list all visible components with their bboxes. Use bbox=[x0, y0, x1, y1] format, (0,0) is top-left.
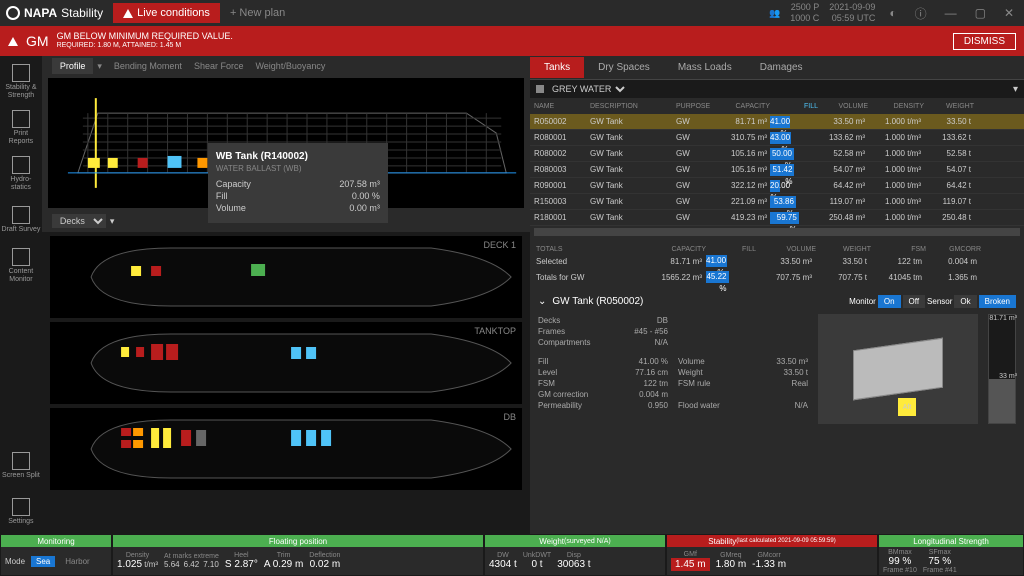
monitoring-panel: Monitoring bbox=[1, 535, 111, 547]
tank-row[interactable]: R080002GW TankGW105.16 m³50.00 %52.58 m³… bbox=[530, 146, 1024, 162]
tank-row[interactable]: R050002GW TankGW81.71 m³41.00 %33.50 m³1… bbox=[530, 114, 1024, 130]
tank-filter[interactable]: GREY WATER bbox=[548, 83, 628, 95]
pax-count: 2500 P1000 C bbox=[790, 2, 819, 24]
totals-row: Totals for GW1565.22 m³45.22 %707.75 m³7… bbox=[530, 269, 1024, 285]
close-icon[interactable]: ✕ bbox=[1000, 6, 1018, 20]
dismiss-button[interactable]: DISMISS bbox=[953, 33, 1016, 50]
new-plan-button[interactable]: + New plan bbox=[230, 7, 285, 19]
rtab-dry-spaces[interactable]: Dry Spaces bbox=[584, 57, 664, 78]
ltab-weight-buoyancy[interactable]: Weight/Buoyancy bbox=[255, 61, 325, 71]
tank-tooltip: WB Tank (R140002) WATER BALLAST (WB) Cap… bbox=[208, 143, 388, 223]
rtab-damages[interactable]: Damages bbox=[746, 57, 817, 78]
scrollbar[interactable] bbox=[534, 228, 1020, 236]
stability-panel: Stability (last calculated 2021-09-09 05… bbox=[667, 535, 877, 547]
aft-indicator: Aft bbox=[898, 398, 916, 416]
tank-row[interactable]: R090001GW TankGW322.12 m³20.00 %64.42 m³… bbox=[530, 178, 1024, 194]
deck-view[interactable]: TANKTOP bbox=[50, 322, 522, 404]
tank-row[interactable]: R180001GW TankGW419.23 m³59.75 %250.48 m… bbox=[530, 210, 1024, 226]
tank-row[interactable]: R080001GW TankGW310.75 m³43.00 %133.62 m… bbox=[530, 130, 1024, 146]
chevron-down-icon[interactable]: ⌄ bbox=[538, 296, 546, 307]
totals-row: Selected81.71 m³41.00 %33.50 m³33.50 t12… bbox=[530, 253, 1024, 269]
ltab-bending-moment[interactable]: Bending Moment bbox=[114, 61, 182, 71]
monitor-off[interactable]: Off bbox=[903, 295, 926, 308]
info-icon[interactable]: ⓘ bbox=[911, 5, 931, 22]
tank-3d-view[interactable]: Aft bbox=[818, 314, 978, 424]
sensor-broken[interactable]: Broken bbox=[979, 295, 1016, 308]
mode-harbor[interactable]: Harbor bbox=[61, 556, 93, 567]
detail-title: GW Tank (R050002) bbox=[552, 296, 643, 307]
ltab-profile[interactable]: Profile bbox=[52, 58, 94, 74]
ship-profile-view[interactable]: WB Tank (R140002) WATER BALLAST (WB) Cap… bbox=[48, 78, 524, 208]
sidebar-hydro-statics[interactable]: Hydro-statics bbox=[1, 152, 41, 196]
monitor-on[interactable]: On bbox=[878, 295, 901, 308]
maximize-icon[interactable]: ▢ bbox=[971, 6, 990, 20]
app-logo: NAPA Stability bbox=[6, 6, 103, 20]
mode-sea[interactable]: Sea bbox=[31, 556, 55, 567]
minimize-icon[interactable]: — bbox=[941, 6, 961, 20]
gm-alert: GM GM BELOW MINIMUM REQUIRED VALUE.REQUI… bbox=[0, 26, 1024, 56]
floating-panel: Floating position bbox=[113, 535, 483, 547]
sidebar-draft-survey[interactable]: Draft Survey bbox=[1, 198, 41, 242]
fill-gauge: 81.71 m³ 33 m³ bbox=[988, 314, 1016, 424]
sidebar-print-reports[interactable]: Print Reports bbox=[1, 106, 41, 150]
tank-row[interactable]: R080003GW TankGW105.16 m³51.42 %54.07 m³… bbox=[530, 162, 1024, 178]
deck-view[interactable]: DECK 1 bbox=[50, 236, 522, 318]
live-conditions-badge[interactable]: Live conditions bbox=[113, 3, 220, 23]
theme-icon[interactable]: ◐ bbox=[885, 6, 900, 20]
sidebar-content-monitor[interactable]: Content Monitor bbox=[1, 244, 41, 288]
rtab-tanks[interactable]: Tanks bbox=[530, 57, 584, 78]
datetime: 2021-09-0905:59 UTC bbox=[829, 2, 875, 24]
sidebar-stability-strength[interactable]: Stability & Strength bbox=[1, 60, 41, 104]
decks-select[interactable]: Decks bbox=[52, 214, 106, 228]
tank-row[interactable]: R150003GW TankGW221.09 m³53.86 %119.07 m… bbox=[530, 194, 1024, 210]
weight-panel: Weight (surveyed N/A) bbox=[485, 535, 665, 547]
ltab-shear-force[interactable]: Shear Force bbox=[194, 61, 244, 71]
sidebar-screen-split[interactable]: Screen Split bbox=[1, 444, 41, 488]
deck-view[interactable]: DB bbox=[50, 408, 522, 490]
rtab-mass-loads[interactable]: Mass Loads bbox=[664, 57, 746, 78]
sidebar-settings[interactable]: Settings bbox=[1, 490, 41, 534]
sensor-ok[interactable]: Ok bbox=[954, 295, 976, 308]
person-icon: 👥 bbox=[769, 8, 780, 19]
longitudinal-panel: Longitudinal Strength bbox=[879, 535, 1023, 547]
